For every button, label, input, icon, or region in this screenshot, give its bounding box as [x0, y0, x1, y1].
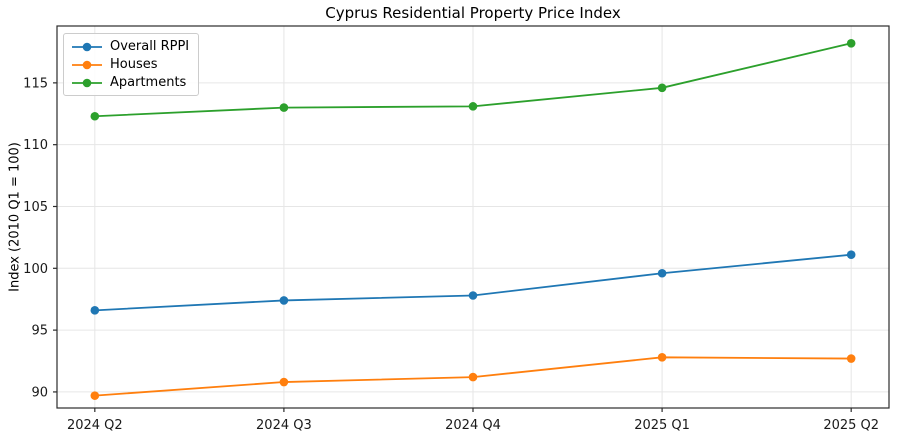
legend-item: Houses [71, 57, 189, 72]
data-point-apartments [657, 83, 667, 93]
legend-line-marker-icon [72, 78, 102, 87]
data-point-apartments [279, 103, 289, 112]
legend-line-marker-icon [72, 42, 102, 51]
legend-label: Houses [110, 57, 158, 72]
chart-title: Cyprus Residential Property Price Index [325, 4, 621, 22]
data-point-apartments [846, 39, 856, 48]
x-tick-label: 2024 Q2 [67, 418, 123, 433]
legend-label: Apartments [110, 75, 187, 90]
x-tick-label: 2025 Q1 [634, 418, 690, 433]
data-point-houses [657, 353, 667, 362]
data-point-overall-rppi [468, 291, 478, 300]
y-tick-label: 90 [31, 385, 48, 400]
y-tick-label: 110 [23, 138, 48, 153]
data-point-apartments [468, 102, 478, 111]
x-tick-label: 2025 Q2 [823, 418, 879, 433]
data-point-houses [846, 354, 856, 363]
data-point-houses [90, 391, 100, 400]
legend-item: Apartments [71, 75, 189, 90]
x-tick-label: 2024 Q4 [445, 418, 501, 433]
data-point-overall-rppi [846, 250, 856, 260]
x-tick-label: 2024 Q3 [256, 418, 312, 433]
legend-label: Overall RPPI [110, 39, 190, 54]
data-point-apartments [90, 111, 100, 121]
y-tick-label: 100 [23, 262, 48, 277]
legend-item: Overall RPPI [71, 39, 189, 54]
data-point-houses [468, 372, 478, 382]
legend-line-marker-icon [72, 60, 102, 69]
y-tick-label: 95 [31, 324, 48, 339]
y-tick-label: 115 [23, 76, 48, 91]
data-point-overall-rppi [90, 306, 100, 315]
data-point-houses [279, 377, 289, 387]
legend: Overall RPPI Houses Apartments [63, 33, 200, 96]
data-point-overall-rppi [657, 268, 667, 278]
y-tick-label: 105 [23, 200, 48, 215]
data-point-overall-rppi [279, 296, 289, 305]
